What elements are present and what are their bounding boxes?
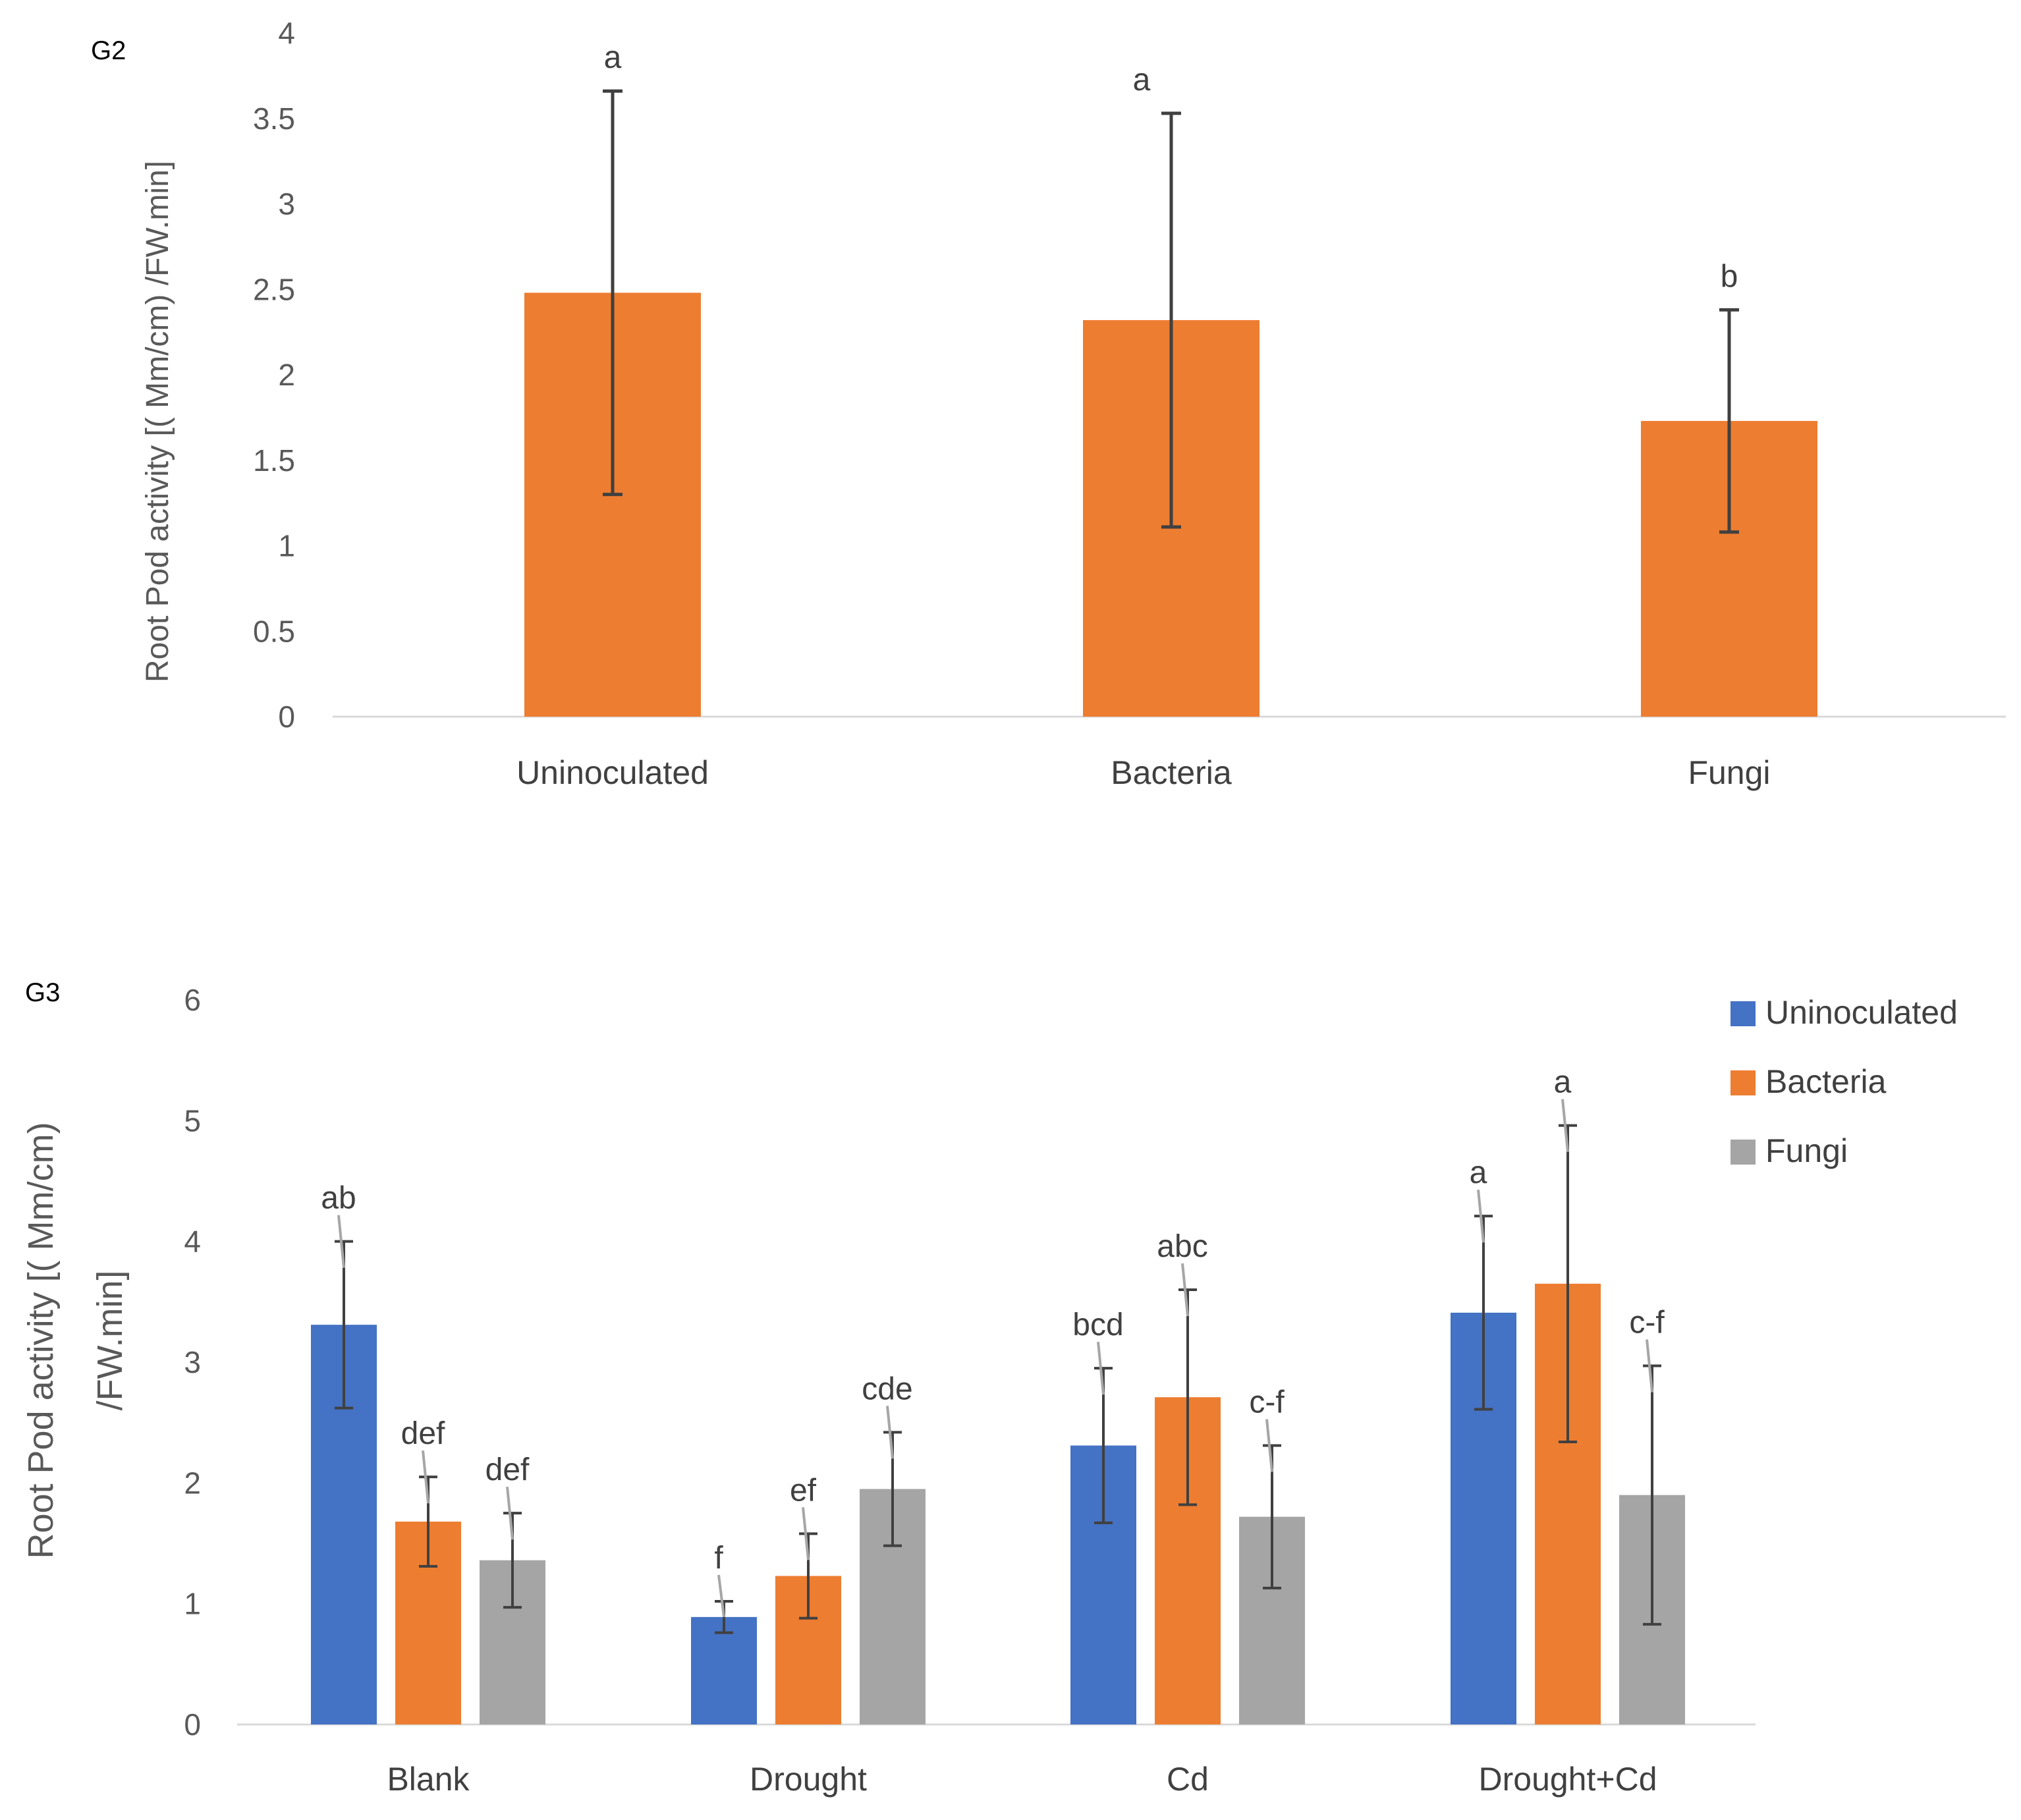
g3-significance-label: abc	[1157, 1229, 1207, 1264]
g3-leader-line	[802, 1507, 810, 1560]
g3-leader-line	[1181, 1263, 1189, 1317]
g3-bars	[311, 1283, 1685, 1724]
g3-significance-label: ab	[321, 1181, 356, 1216]
chart-g2: G2 Root Pod activity [( Mm/cm) /FW.min] …	[91, 16, 2006, 791]
g3-significance-label: cde	[862, 1371, 912, 1406]
chart-g3: G3 Root Pod activity [( Mm/cm) /FW.min] …	[21, 978, 1958, 1798]
g3-leader-line	[1265, 1419, 1273, 1472]
g3-significance-label: a	[1554, 1065, 1572, 1100]
g2-y-ticks: 0 0.5 1 1.5 2 2.5 3 3.5 4	[253, 16, 295, 734]
g2-y-tick-label: 3.5	[253, 101, 295, 136]
g3-leader-line	[1646, 1339, 1653, 1393]
g3-y-tick-label: 2	[184, 1466, 201, 1500]
g3-significance-label: c-f	[1629, 1306, 1665, 1340]
g2-y-tick-label: 2.5	[253, 272, 295, 306]
g3-leader-line	[337, 1215, 345, 1268]
g3-category-label: Blank	[387, 1761, 470, 1798]
g3-leader-line	[422, 1450, 429, 1504]
g3-y-tick-label: 4	[184, 1225, 201, 1259]
g3-leader-line	[1097, 1341, 1105, 1395]
g3-y-tick-label: 1	[184, 1587, 201, 1621]
g2-y-tick-label: 1.5	[253, 443, 295, 478]
g2-significance-label: b	[1721, 259, 1738, 294]
g3-y-tick-label: 6	[184, 983, 201, 1017]
g3-significance-label: c-f	[1249, 1385, 1285, 1420]
g2-y-tick-label: 3	[278, 187, 295, 221]
g2-y-tick-label: 4	[278, 16, 295, 50]
g2-category-label: Uninoculated	[516, 754, 709, 791]
g3-y-tick-label: 5	[184, 1103, 201, 1138]
g2-category-label: Fungi	[1688, 754, 1770, 791]
g3-y-axis-label-line2: /FW.min]	[90, 1271, 130, 1411]
g3-significance-label: def	[401, 1416, 445, 1451]
g2-significance-letters: a a b	[604, 40, 1738, 294]
g2-error-bars	[603, 89, 1739, 534]
g3-bar	[691, 1616, 757, 1724]
g3-legend-label: Fungi	[1765, 1132, 1848, 1169]
g3-leader-line	[1477, 1189, 1485, 1243]
g3-legend-swatch	[1730, 1140, 1756, 1165]
g2-y-tick-label: 0.5	[253, 614, 295, 648]
g3-significance-label: bcd	[1072, 1308, 1123, 1342]
g3-category-label: Drought	[750, 1761, 867, 1798]
g2-y-tick-label: 0	[278, 700, 295, 734]
g2-category-labels: Uninoculated Bacteria Fungi	[516, 754, 1770, 791]
panel-label-g2: G2	[91, 36, 126, 65]
g3-significance-label: ef	[790, 1473, 817, 1508]
g3-significance-label: f	[714, 1541, 723, 1576]
g3-legend-label: Bacteria	[1765, 1063, 1887, 1100]
g2-y-tick-label: 2	[278, 358, 295, 392]
g3-leader-line	[506, 1486, 514, 1540]
g3-significance-label: def	[485, 1452, 530, 1487]
g3-y-tick-label: 3	[184, 1345, 201, 1379]
g3-significance-label: a	[1470, 1155, 1487, 1190]
g3-leader-line	[1561, 1099, 1569, 1152]
g3-y-axis-label-line1: Root Pod activity [( Mm/cm)	[21, 1122, 61, 1558]
g3-legend-swatch	[1730, 1070, 1756, 1095]
g2-significance-label: a	[1133, 63, 1151, 97]
g3-y-ticks: 0 1 2 3 4 5 6	[184, 983, 201, 1742]
g3-category-label: Drought+Cd	[1479, 1761, 1657, 1798]
g3-significance-letters: ab def def f ef cde bcd abc c-f a a c-f	[321, 1065, 1665, 1576]
panel-label-g3: G3	[25, 978, 60, 1007]
g2-y-axis-label: Root Pod activity [( Mm/cm) /FW.min]	[140, 161, 175, 682]
g3-category-label: Cd	[1167, 1761, 1209, 1798]
g3-legend-label: Uninoculated	[1765, 994, 1958, 1031]
g3-y-tick-label: 0	[184, 1707, 201, 1742]
g2-category-label: Bacteria	[1111, 754, 1232, 791]
g3-leader-line	[717, 1574, 725, 1618]
g3-leader-line	[886, 1406, 894, 1459]
g3-error-bars	[335, 1099, 1661, 1634]
g2-significance-label: a	[604, 40, 622, 75]
g2-y-tick-label: 1	[278, 529, 295, 563]
g3-legend: Uninoculated Bacteria Fungi	[1730, 994, 1958, 1169]
g3-legend-swatch	[1730, 1001, 1756, 1026]
g3-category-labels: Blank Drought Cd Drought+Cd	[387, 1761, 1657, 1798]
